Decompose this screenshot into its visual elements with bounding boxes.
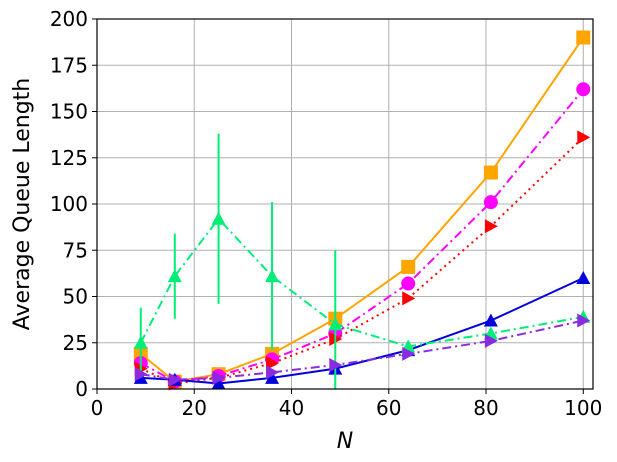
data-point-square [483,165,498,180]
data-point-triangle-right [168,372,182,387]
x-axis-label: N [337,429,353,454]
series-5 [134,313,591,387]
x-tick-label: 80 [473,396,498,420]
series-line [139,217,584,348]
y-tick-label: 25 [63,331,88,355]
plot-area [133,30,591,391]
data-point-triangle-right [402,346,416,361]
data-point-triangle-right [212,370,226,385]
x-tick-label: 100 [564,396,602,420]
data-point-triangle-right [402,291,416,306]
data-point-triangle-up [211,376,226,390]
data-point-triangle-right [577,130,591,145]
y-tick-label: 100 [50,192,88,216]
data-point-square [401,259,416,274]
data-point-triangle-right [484,219,498,234]
data-point-triangle-right [266,356,280,371]
x-tick-label: 40 [279,396,304,420]
data-point-circle [576,82,591,97]
data-point-circle [483,195,498,210]
y-tick-label: 50 [63,285,88,309]
y-axis-label: Average Queue Length [10,78,35,330]
series-4 [133,133,591,389]
x-tick-label: 0 [91,396,104,420]
data-point-triangle-up [167,269,182,283]
y-tick-label: 150 [50,100,88,124]
y-tick-label: 125 [50,146,88,170]
y-tick-label: 175 [50,53,88,77]
series-3 [133,271,591,390]
data-point-triangle-up [576,271,591,284]
data-point-triangle-up [483,313,498,327]
x-tick-label: 20 [182,396,207,420]
data-point-triangle-up [211,211,226,225]
data-point-triangle-up [265,370,280,384]
data-point-triangle-right [329,357,343,372]
data-point-triangle-up [328,317,343,331]
x-tick-label: 60 [376,396,401,420]
series-line [140,277,584,385]
data-point-triangle-up [265,269,280,283]
grid [96,18,593,390]
data-point-triangle-right [134,367,148,382]
series-line [140,136,584,385]
ticks: 0 20 40 60 80 100 0 25 50 75 100 125 150 175 200 [50,7,603,420]
y-tick-label: 200 [50,7,88,31]
y-tick-label: 75 [63,238,88,262]
data-point-circle [401,276,416,291]
data-point-triangle-up [133,335,148,349]
series-line [140,36,585,383]
data-point-triangle-right [266,365,280,380]
series-line [140,319,584,381]
data-point-square [576,30,591,45]
series-2 [134,130,591,391]
data-point-triangle-right [577,313,591,328]
y-tick-label: 0 [75,377,88,401]
data-point-triangle-right [484,333,498,348]
